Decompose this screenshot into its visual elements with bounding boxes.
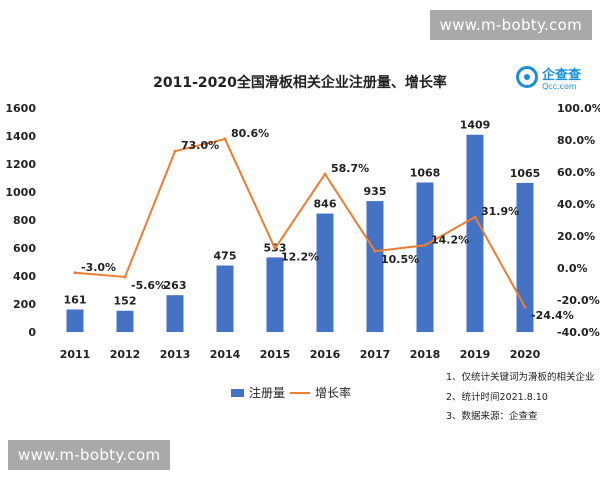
chart-title: 2011-2020全国滑板相关企业注册量、增长率: [153, 75, 447, 91]
y-right-tick-label: 80.0%: [557, 134, 595, 147]
growth-point: [123, 275, 127, 279]
y-left-tick-label: 0: [28, 326, 36, 339]
watermark-top: www.m-bobty.com: [429, 10, 592, 40]
line-data-label: 31.9%: [481, 205, 519, 218]
x-tick-label: 2016: [310, 348, 341, 361]
y-right-tick-label: -40.0%: [557, 326, 600, 339]
note-source: 3、数据来源：企查查: [446, 411, 538, 422]
x-tick-label: 2015: [260, 348, 291, 361]
bar: [316, 213, 334, 332]
bar-data-label: 1068: [410, 166, 441, 179]
bar: [66, 309, 84, 332]
x-tick-label: 2012: [110, 348, 141, 361]
watermark-bottom: www.m-bobty.com: [8, 440, 171, 470]
line-data-label: 80.6%: [231, 127, 269, 140]
line-data-label: 12.2%: [281, 250, 319, 263]
y-right-tick-label: 100.0%: [557, 102, 600, 115]
note-scope: 1、仅统计关键词为滑板的相关企业: [446, 372, 595, 383]
bar-data-label: 263: [164, 279, 187, 292]
bar-data-label: 161: [64, 293, 87, 306]
bar-data-label: 846: [314, 198, 337, 211]
bar: [116, 310, 134, 332]
x-tick-label: 2014: [210, 348, 241, 361]
legend-swatch-line: [290, 391, 310, 394]
x-tick-label: 2019: [460, 348, 491, 361]
legend-swatch-bar: [231, 388, 244, 397]
x-tick-label: 2013: [160, 348, 191, 361]
logo-sub: Qcc.com: [542, 82, 577, 91]
line-data-label: -5.6%: [131, 279, 166, 292]
bar-data-label: 935: [364, 185, 387, 198]
y-left-tick-label: 200: [13, 298, 36, 311]
bar: [166, 295, 184, 332]
growth-point: [173, 149, 177, 153]
bar: [516, 182, 534, 332]
bar: [466, 134, 484, 332]
legend-label-bar: 注册量: [249, 386, 286, 400]
line-data-label: 73.0%: [181, 139, 219, 152]
legend-item-line: 增长率: [290, 384, 351, 401]
y-left-tick-label: 1400: [5, 130, 36, 143]
bar-data-label: 1065: [510, 167, 541, 180]
bar-data-label: 1409: [460, 119, 491, 132]
y-left-tick-label: 400: [13, 270, 36, 283]
growth-point: [423, 243, 427, 247]
growth-point: [373, 249, 377, 253]
growth-point: [223, 137, 227, 141]
y-left-tick-label: 1600: [5, 102, 36, 115]
growth-point: [523, 305, 527, 309]
x-tick-label: 2018: [410, 348, 441, 361]
growth-point: [73, 271, 77, 275]
bar: [266, 257, 284, 332]
y-left-tick-label: 1200: [5, 158, 36, 171]
y-left-tick-label: 600: [13, 242, 36, 255]
y-left-tick-label: 800: [13, 214, 36, 227]
line-data-label: 10.5%: [381, 253, 419, 266]
bar-data-label: 475: [214, 250, 237, 263]
y-left-tick-label: 1000: [5, 186, 36, 199]
growth-point: [323, 172, 327, 176]
line-data-label: -3.0%: [81, 261, 116, 274]
bar: [416, 182, 434, 332]
line-data-label: 58.7%: [331, 162, 369, 175]
line-data-label: -24.4%: [531, 309, 574, 322]
note-date: 2、统计时间2021.8.10: [446, 392, 548, 403]
bar: [216, 265, 234, 332]
x-tick-label: 2011: [60, 348, 91, 361]
line-data-label: 14.2%: [431, 233, 469, 246]
growth-point: [473, 215, 477, 219]
x-tick-label: 2020: [510, 348, 541, 361]
growth-line: [74, 137, 526, 308]
bar-data-label: 152: [114, 295, 137, 308]
y-right-tick-label: 60.0%: [557, 166, 595, 179]
y-right-tick-label: 40.0%: [557, 198, 595, 211]
qcc-logo: 企查查 Qcc.com: [516, 64, 586, 96]
qcc-logo-icon: [516, 66, 538, 88]
y-right-tick-label: 20.0%: [557, 230, 595, 243]
y-right-tick-label: -20.0%: [557, 294, 600, 307]
legend-item-bar: 注册量: [231, 384, 285, 401]
y-right-tick-label: 0.0%: [557, 262, 588, 275]
growth-point: [273, 246, 277, 250]
x-tick-label: 2017: [360, 348, 391, 361]
bar: [366, 201, 384, 332]
logo-brand: 企查查: [542, 68, 582, 83]
legend-label-line: 增长率: [315, 386, 352, 400]
